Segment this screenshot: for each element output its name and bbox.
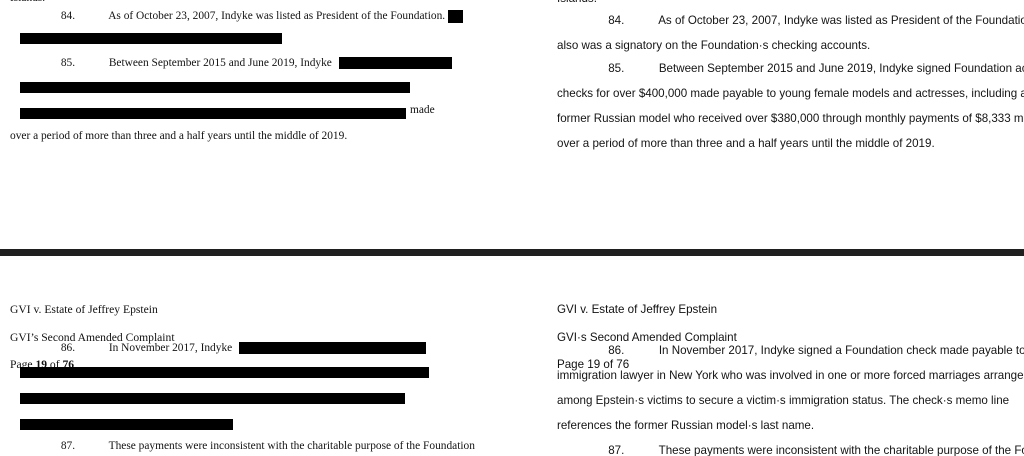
para-85-line-3-trailing-text: made	[410, 104, 435, 116]
redaction-bar-84-line-2	[20, 33, 282, 44]
para-86-clean-line-2: immigration lawyer in New York who was i…	[557, 363, 1024, 388]
para-85-number: 85.	[608, 62, 625, 75]
para-86-line-1-text: In November 2017, Indyke	[108, 342, 233, 354]
para-84-line-1-text: As of October 23, 2007, Indyke was liste…	[108, 10, 446, 23]
para-84-clean-line-2: also was a signatory on the Foundation·s…	[557, 33, 1024, 58]
page-of: of	[47, 358, 63, 371]
para-86-clean-line-3: among Epstein·s victims to secure a vict…	[557, 388, 1024, 413]
redaction-bar-86-line-1	[239, 342, 427, 355]
paragraph-86-redacted: 86. In November 2017, Indyke	[10, 342, 480, 430]
page-number: 19	[35, 358, 48, 371]
document-caption-redacted: GVI v. Estate of Jeffrey Epstein GVI’s S…	[10, 290, 175, 386]
para-86-clean-line-1-text: In November 2017, Indyke signed a Founda…	[658, 344, 1024, 357]
para-85-line-1-text: Between September 2015 and June 2019, In…	[108, 57, 332, 69]
top-page-panel: Islands. Islands. 84. As of October 23, …	[10, 0, 1024, 156]
para-85-clean-line-2: checks for over $400,000 made payable to…	[557, 81, 1024, 106]
para-84-clean-line-2-text: also was a signatory on the Foundation·s…	[557, 39, 871, 52]
document-caption-clean: GVI v. Estate of Jeffrey Epstein GVI·s S…	[557, 290, 737, 386]
redaction-bar-85-line-3	[20, 108, 406, 119]
para-84-number: 84.	[60, 10, 76, 23]
para-87-line-1-text: These payments were inconsistent with th…	[108, 440, 475, 452]
paragraph-87-redacted: 87. These payments were inconsistent wit…	[10, 440, 480, 454]
bottom-page-panel: GVI v. Estate of Jeffrey Epstein GVI’s S…	[0, 256, 1024, 456]
redaction-bar-86-line-2	[20, 367, 429, 378]
para-87-clean-line-1-text: These payments were inconsistent with th…	[658, 444, 1024, 456]
page-total: 76	[62, 358, 75, 371]
redaction-bar-85-line-1	[338, 57, 452, 70]
caption-line-1: GVI v. Estate of Jeffrey Epstein	[10, 303, 158, 316]
page-divider	[0, 249, 1024, 256]
caption-line-2: GVI·s Second Amended Complaint	[557, 330, 737, 344]
para-85-clean-line-2-text: checks for over $400,000 made payable to…	[557, 87, 1024, 100]
paragraph-85-redacted: 85. Between September 2015 and June 2019…	[10, 57, 480, 142]
para-86-clean-line-2-text: immigration lawyer in New York who was i…	[557, 369, 1024, 382]
para-84-clean-line-1-text: As of October 23, 2007, Indyke was liste…	[658, 14, 1024, 27]
para-87-clean-line-1: 87. These payments were inconsistent wit…	[557, 438, 1024, 456]
redaction-square-84	[447, 10, 463, 23]
para-86-clean-line-3-text: among Epstein·s victims to secure a vict…	[557, 394, 1010, 407]
top-cutoff-line-left: Islands.	[10, 0, 45, 4]
para-85-clean-line-4: over a period of more than three and a h…	[557, 131, 1024, 156]
redaction-bar-86-line-4	[20, 419, 233, 430]
paragraph-84-redacted: 84. As of October 23, 2007, Indyke was l…	[10, 10, 480, 44]
para-86-number: 86.	[60, 342, 76, 354]
para-85-clean-line-3-text: former Russian model who received over $…	[557, 112, 1024, 125]
caption-line-2: GVI’s Second Amended Complaint	[10, 330, 175, 344]
para-85-clean-line-1-text: Between September 2015 and June 2019, In…	[658, 62, 1024, 75]
para-85-line-4-text: over a period of more than three and a h…	[10, 130, 348, 142]
redaction-bar-85-line-2	[20, 82, 410, 93]
caption-page-line: Page 19 of 76	[557, 358, 630, 371]
paragraph-84-clean: 84. As of October 23, 2007, Indyke was l…	[557, 8, 1024, 58]
paragraph-85-clean: 85. Between September 2015 and June 2019…	[557, 56, 1024, 156]
redaction-bar-86-line-3	[20, 393, 405, 404]
para-85-line-1: 85. Between September 2015 and June 2019…	[10, 57, 480, 71]
para-86-number: 86.	[608, 344, 625, 357]
para-84-clean-line-1: 84. As of October 23, 2007, Indyke was l…	[557, 8, 1024, 33]
para-86-clean-line-1: 86. In November 2017, Indyke signed a Fo…	[557, 338, 1024, 363]
para-84-number: 84.	[608, 14, 625, 27]
para-84-line-1: 84. As of October 23, 2007, Indyke was l…	[10, 10, 480, 24]
caption-line-1: GVI v. Estate of Jeffrey Epstein	[557, 303, 718, 316]
para-85-clean-line-4-text: over a period of more than three and a h…	[557, 137, 935, 150]
para-86-clean-line-4: references the former Russian model·s la…	[557, 413, 1024, 438]
para-86-line-1: 86. In November 2017, Indyke	[10, 342, 480, 356]
para-87-number: 87.	[60, 440, 76, 452]
para-85-clean-line-3: former Russian model who received over $…	[557, 106, 1024, 131]
paragraph-86-clean: 86. In November 2017, Indyke signed a Fo…	[557, 338, 1024, 456]
para-85-clean-line-1: 85. Between September 2015 and June 2019…	[557, 56, 1024, 81]
para-87-line-1: 87. These payments were inconsistent wit…	[10, 440, 480, 454]
para-87-number: 87.	[608, 444, 625, 456]
para-86-clean-line-4-text: references the former Russian model·s la…	[557, 419, 815, 432]
para-85-number: 85.	[60, 57, 76, 69]
top-cutoff-line-right: Islands.	[557, 0, 597, 5]
